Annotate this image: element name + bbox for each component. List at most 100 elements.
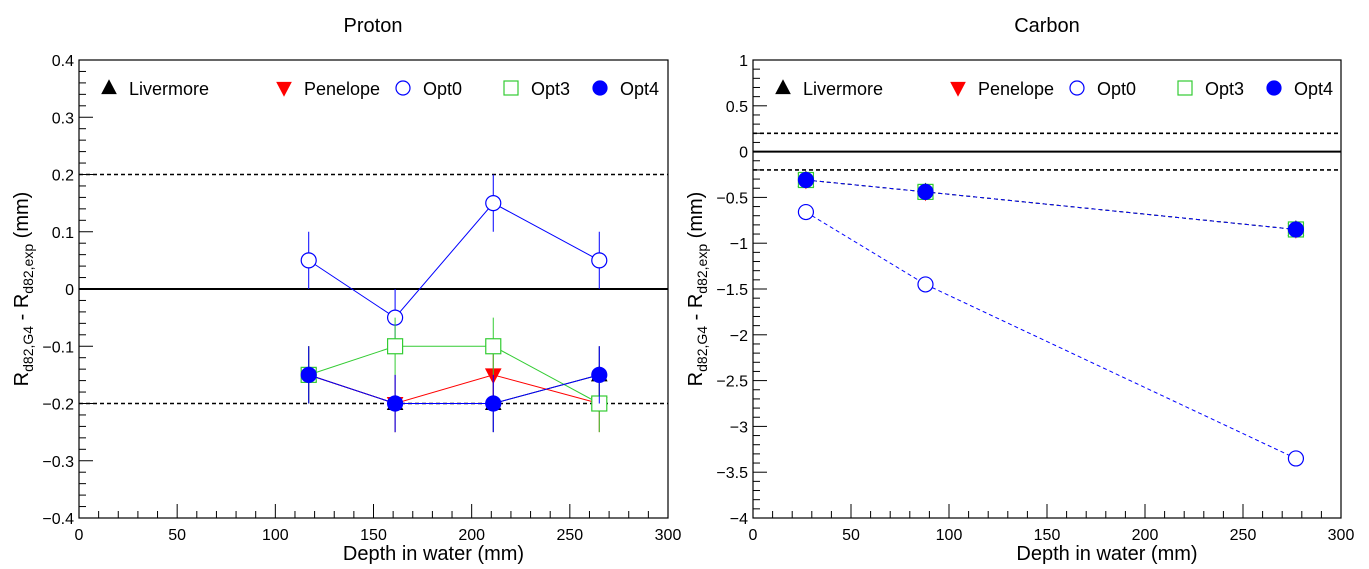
y-tick-label: 0 bbox=[65, 282, 74, 299]
y-axis-label-mid: - R bbox=[11, 294, 33, 326]
legend: Livermore Penelope Opt0 Opt3 Opt4 bbox=[775, 79, 1333, 99]
series-line bbox=[805, 211, 1297, 459]
series-opt3 bbox=[300, 317, 608, 433]
x-tick-label: 0 bbox=[75, 527, 84, 544]
legend-label: Opt0 bbox=[423, 79, 462, 99]
y-tick-label: −3.5 bbox=[716, 465, 748, 482]
legend-label: Opt3 bbox=[1205, 79, 1244, 99]
y-axis-label-sub2: d82,exp bbox=[694, 244, 710, 294]
y-tick-label: 0.5 bbox=[726, 99, 748, 116]
y-axis-label: Rd82,G4 - Rd82,exp (mm) bbox=[11, 192, 36, 387]
y-axis-label-main: R bbox=[11, 372, 33, 386]
series-opt0 bbox=[300, 174, 608, 347]
legend-marker bbox=[395, 80, 411, 96]
data-point bbox=[591, 252, 608, 269]
legend-label: Opt4 bbox=[1294, 79, 1333, 99]
x-tick-label: 100 bbox=[936, 527, 963, 544]
data-point bbox=[300, 252, 317, 269]
x-tick-label: 250 bbox=[1230, 527, 1257, 544]
x-axis-label: Depth in water (mm) bbox=[1016, 543, 1197, 565]
x-tick-label: 250 bbox=[556, 527, 583, 544]
legend-marker bbox=[503, 80, 519, 96]
y-tick-label: −0.4 bbox=[42, 511, 74, 528]
series-line bbox=[308, 202, 600, 319]
y-axis-label-sub1: d82,G4 bbox=[694, 326, 710, 372]
chart-title: Carbon bbox=[1014, 15, 1080, 37]
y-axis-label-unit: (mm) bbox=[685, 192, 707, 244]
data-point bbox=[485, 395, 502, 412]
series-livermore bbox=[797, 170, 1305, 236]
y-tick-label: 0.2 bbox=[52, 168, 74, 185]
x-tick-label: 150 bbox=[1034, 527, 1061, 544]
data-point bbox=[797, 171, 815, 189]
legend-marker bbox=[950, 81, 966, 97]
carbon-panel: Carbon 0 50 100 150 200 250 300 −4 −3.5 −3 −2.5 −2 −1… bbox=[685, 15, 1354, 565]
series-line bbox=[308, 374, 600, 404]
data-point bbox=[485, 338, 502, 355]
y-tick-label: −0.5 bbox=[716, 190, 748, 207]
data-point bbox=[386, 338, 404, 355]
data-point bbox=[1287, 221, 1305, 238]
y-axis-label: Rd82,G4 - Rd82,exp (mm) bbox=[685, 192, 710, 387]
legend-marker bbox=[592, 80, 608, 96]
series-penelope bbox=[797, 173, 1305, 239]
chart-title: Proton bbox=[344, 15, 403, 37]
legend-marker bbox=[1069, 80, 1085, 96]
x-axis-label: Depth in water (mm) bbox=[343, 543, 524, 565]
legend-marker bbox=[1177, 80, 1193, 96]
legend-label: Livermore bbox=[129, 79, 209, 99]
x-tick-label: 200 bbox=[458, 527, 485, 544]
y-tick-label: −0.2 bbox=[42, 397, 74, 414]
series-opt4 bbox=[797, 171, 1305, 238]
legend-label: Opt3 bbox=[531, 79, 570, 99]
x-tick-label: 300 bbox=[1328, 527, 1355, 544]
x-tick-label: 0 bbox=[749, 527, 758, 544]
y-axis-label-unit: (mm) bbox=[11, 192, 33, 244]
y-axis-label-sub2: d82,exp bbox=[20, 244, 36, 294]
legend-label: Opt0 bbox=[1097, 79, 1136, 99]
legend-marker bbox=[775, 79, 791, 95]
data-point bbox=[485, 195, 502, 212]
legend-label: Livermore bbox=[803, 79, 883, 99]
x-tick-label: 200 bbox=[1132, 527, 1159, 544]
data-point bbox=[1287, 450, 1305, 467]
legend-label: Opt4 bbox=[620, 79, 659, 99]
y-tick-label: −3 bbox=[730, 419, 748, 436]
proton-panel: Proton 0 50 100 150 200 250 300 −0.4 −0.3 −0.2 −0.1… bbox=[11, 15, 681, 565]
y-tick-label: −4 bbox=[730, 511, 748, 528]
series-penelope bbox=[300, 346, 608, 433]
y-axis-label-main: R bbox=[685, 372, 707, 386]
y-tick-label: −0.1 bbox=[42, 339, 74, 356]
y-tick-label: −1 bbox=[730, 236, 748, 253]
data-point bbox=[797, 203, 815, 221]
y-tick-label: 0 bbox=[739, 145, 748, 162]
data-point bbox=[386, 395, 404, 412]
y-tick-label: 0.4 bbox=[52, 53, 74, 70]
x-tick-label: 100 bbox=[262, 527, 289, 544]
y-tick-label: 0.1 bbox=[52, 225, 74, 242]
y-tick-label: −2.5 bbox=[716, 374, 748, 391]
series-livermore bbox=[300, 346, 608, 433]
series-line bbox=[805, 179, 1296, 230]
legend-marker bbox=[276, 81, 292, 97]
y-tick-label: −0.3 bbox=[42, 454, 74, 471]
y-tick-label: −2 bbox=[730, 328, 748, 345]
x-tick-label: 50 bbox=[168, 527, 186, 544]
y-tick-label: 0.3 bbox=[52, 110, 74, 127]
x-tick-label: 50 bbox=[842, 527, 860, 544]
y-axis-label-mid: - R bbox=[685, 294, 707, 326]
series-opt0 bbox=[797, 203, 1305, 467]
series-opt4 bbox=[300, 346, 608, 433]
series-line bbox=[308, 345, 600, 404]
y-tick-label: 1 bbox=[739, 53, 748, 70]
y-axis-label-sub1: d82,G4 bbox=[20, 326, 36, 372]
data-point bbox=[917, 183, 934, 201]
data-point bbox=[300, 366, 317, 383]
legend-label: Penelope bbox=[304, 79, 380, 99]
y-tick-label: −1.5 bbox=[716, 282, 748, 299]
data-point bbox=[591, 366, 608, 383]
legend-marker bbox=[1266, 80, 1282, 96]
data-point bbox=[917, 276, 934, 293]
legend-label: Penelope bbox=[978, 79, 1054, 99]
